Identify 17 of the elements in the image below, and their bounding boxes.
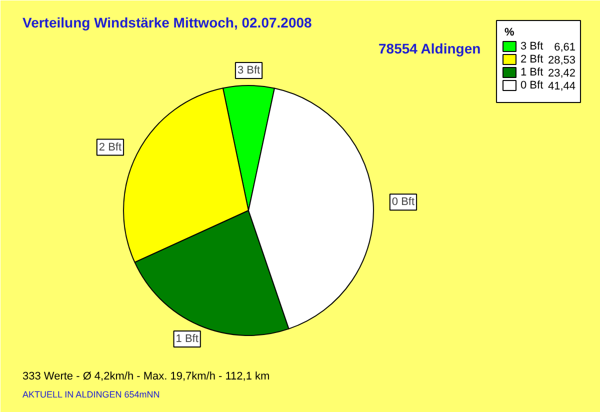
slice-label: 3 Bft xyxy=(237,64,260,76)
legend-label: 1 Bft xyxy=(520,66,544,78)
slice-label: 0 Bft xyxy=(392,196,415,208)
data-label: 6,61 xyxy=(554,42,576,54)
data-label: 28,53 xyxy=(548,54,576,66)
text: AKTUELL IN ALDINGEN 654mNN xyxy=(22,390,160,400)
data-label: 41,44 xyxy=(548,80,576,92)
legend-label: 2 Bft xyxy=(520,54,544,66)
legend-label: 3 Bft xyxy=(520,40,544,52)
slice-label: 2 Bft xyxy=(98,141,122,154)
chart-title: Verteilung Windstärke Mittwoch, 02.07.2008 xyxy=(22,14,312,30)
text: 333 Werte - Ø 4,2km/h - Max. 19,7km/h - 112,1 km xyxy=(22,370,270,382)
text: 78554 Aldingen xyxy=(378,40,481,56)
slice-label: 1 Bft xyxy=(176,333,198,346)
legend-label: 0 Bft xyxy=(520,80,544,92)
data-label: 23,42 xyxy=(548,68,576,80)
legend-title: % xyxy=(504,26,514,38)
